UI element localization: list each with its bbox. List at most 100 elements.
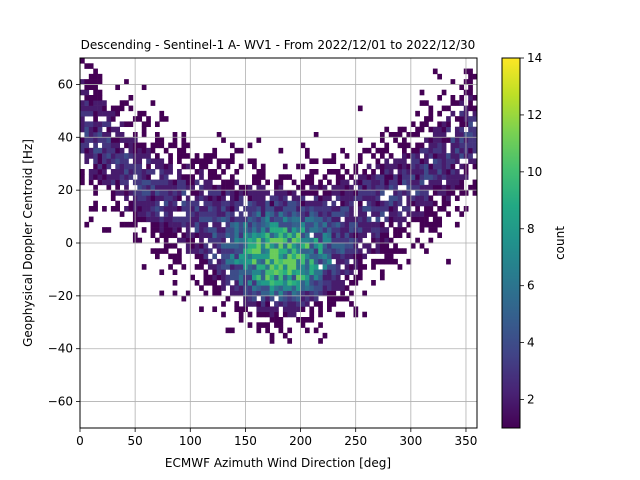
heatmap-cell [309, 184, 315, 191]
heatmap-cell [229, 285, 235, 291]
heatmap-cell [450, 95, 456, 101]
heatmap-cell [238, 163, 244, 170]
heatmap-cell [459, 147, 465, 154]
heatmap-cell [327, 274, 332, 281]
heatmap-cell [181, 147, 187, 154]
heatmap-cell [318, 306, 323, 313]
heatmap-cell [415, 153, 420, 159]
heatmap-cell [313, 274, 319, 281]
heatmap-cell [446, 211, 451, 217]
heatmap-cell [313, 227, 319, 233]
heatmap-cell [331, 216, 337, 223]
heatmap-cell [102, 163, 107, 170]
heatmap-cell [406, 258, 412, 265]
heatmap-cell [247, 184, 253, 191]
heatmap-cell [269, 285, 275, 291]
heatmap-cell [441, 200, 447, 207]
heatmap-cell [287, 301, 293, 307]
heatmap-cell [110, 179, 116, 186]
heatmap-cell [340, 258, 345, 265]
heatmap-cell [141, 84, 147, 91]
heatmap-cell [384, 169, 390, 175]
heatmap-cell [124, 184, 129, 191]
heatmap-cell [344, 153, 350, 159]
heatmap-cell [119, 153, 125, 159]
heatmap-cell [393, 258, 398, 265]
heatmap-cell [93, 105, 98, 112]
heatmap-cell [437, 142, 443, 149]
heatmap-cell [256, 184, 262, 191]
heatmap-cell [309, 285, 315, 291]
heatmap-cell [229, 216, 235, 223]
heatmap-cell [287, 258, 293, 265]
heatmap-cell [229, 211, 235, 217]
heatmap-cell [296, 290, 301, 297]
heatmap-cell [296, 232, 301, 239]
heatmap-cell [384, 147, 390, 154]
heatmap-cell [119, 179, 125, 186]
heatmap-cell [309, 264, 315, 270]
heatmap-cell [300, 295, 306, 302]
heatmap-cell [181, 179, 187, 186]
heatmap-cell [291, 243, 297, 249]
heatmap-cell [163, 147, 169, 154]
heatmap-cell [322, 221, 328, 228]
heatmap-cell [278, 221, 284, 228]
heatmap-cell [159, 174, 165, 180]
heatmap-cell [93, 153, 98, 159]
heatmap-cell [415, 147, 420, 154]
heatmap-cell [278, 232, 284, 239]
heatmap-cell [375, 200, 381, 207]
heatmap-cell [256, 269, 262, 276]
heatmap-cell [137, 163, 143, 170]
heatmap-cell [344, 264, 350, 270]
heatmap-cell [379, 147, 385, 154]
heatmap-cell [269, 253, 275, 260]
heatmap-cell [194, 232, 200, 239]
heatmap-cell [331, 264, 337, 270]
heatmap-cell [238, 232, 244, 239]
heatmap-cell [287, 232, 293, 239]
heatmap-cell [212, 269, 218, 276]
heatmap-cell [278, 211, 284, 217]
heatmap-cell [199, 227, 204, 233]
heatmap-cell [428, 195, 434, 202]
heatmap-cell [454, 174, 460, 180]
heatmap-cell [93, 89, 98, 96]
heatmap-cell [468, 126, 473, 133]
heatmap-cell [388, 258, 394, 265]
heatmap-cell [97, 147, 103, 154]
heatmap-cell [304, 264, 310, 270]
heatmap-cell [344, 200, 350, 207]
heatmap-cell [300, 221, 306, 228]
heatmap-cell [379, 163, 385, 170]
heatmap-cell [296, 258, 301, 265]
heatmap-cell [335, 221, 341, 228]
heatmap-cell [379, 258, 385, 265]
heatmap-cell [304, 258, 310, 265]
heatmap-cell [159, 195, 165, 202]
heatmap-cell [247, 190, 253, 196]
heatmap-cell [432, 227, 438, 233]
heatmap-cell [278, 195, 284, 202]
heatmap-cell [432, 68, 438, 75]
heatmap-cell [340, 211, 345, 217]
heatmap-cell [309, 248, 315, 254]
heatmap-cell [177, 169, 182, 175]
heatmap-cell [80, 147, 85, 154]
heatmap-cell [269, 243, 275, 249]
heatmap-cell [110, 190, 116, 196]
heatmap-cell [432, 221, 438, 228]
heatmap-cell [194, 280, 200, 286]
heatmap-cell [428, 163, 434, 170]
heatmap-cell [84, 100, 90, 106]
heatmap-cell [331, 211, 337, 217]
heatmap-cell [446, 126, 451, 133]
heatmap-cell [119, 174, 125, 180]
heatmap-cell [229, 184, 235, 191]
heatmap-cell [124, 79, 129, 85]
heatmap-cell [221, 232, 226, 239]
heatmap-cell [287, 306, 293, 313]
heatmap-cell [150, 216, 156, 223]
heatmap-cell [327, 237, 332, 244]
